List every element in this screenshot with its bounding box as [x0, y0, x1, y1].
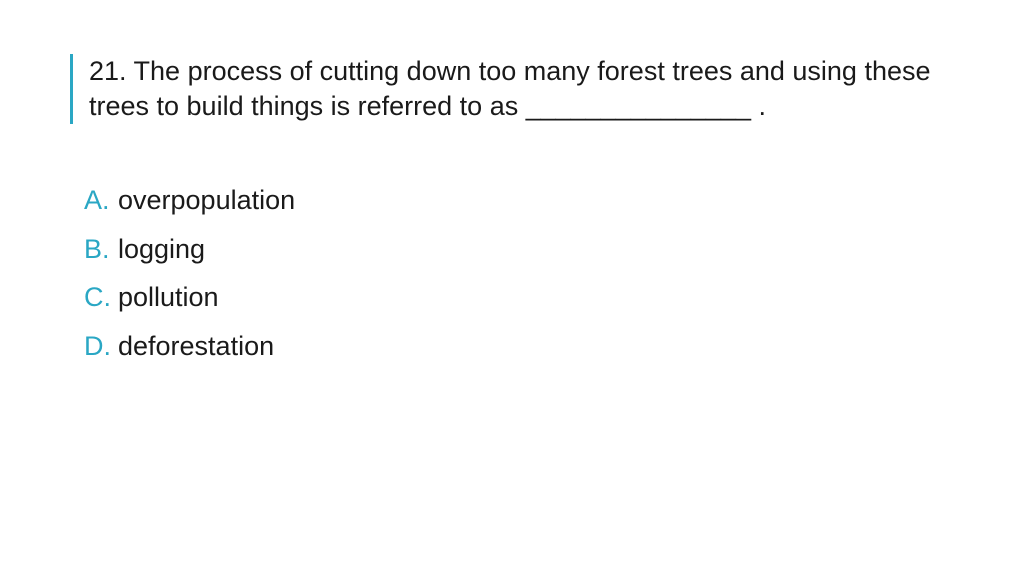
option-letter: C.: [84, 279, 118, 315]
option-text: overpopulation: [118, 182, 295, 218]
option-text: logging: [118, 231, 205, 267]
option-a: A. overpopulation: [84, 182, 964, 218]
option-b: B. logging: [84, 231, 964, 267]
question-text: 21. The process of cutting down too many…: [89, 54, 964, 124]
option-d: D. deforestation: [84, 328, 964, 364]
options-list: A. overpopulation B. logging C. pollutio…: [70, 182, 964, 364]
option-letter: B.: [84, 231, 118, 267]
option-letter: D.: [84, 328, 118, 364]
option-c: C. pollution: [84, 279, 964, 315]
slide: 21. The process of cutting down too many…: [0, 0, 1024, 576]
question-block: 21. The process of cutting down too many…: [70, 54, 964, 124]
option-text: pollution: [118, 279, 219, 315]
option-text: deforestation: [118, 328, 274, 364]
option-letter: A.: [84, 182, 118, 218]
